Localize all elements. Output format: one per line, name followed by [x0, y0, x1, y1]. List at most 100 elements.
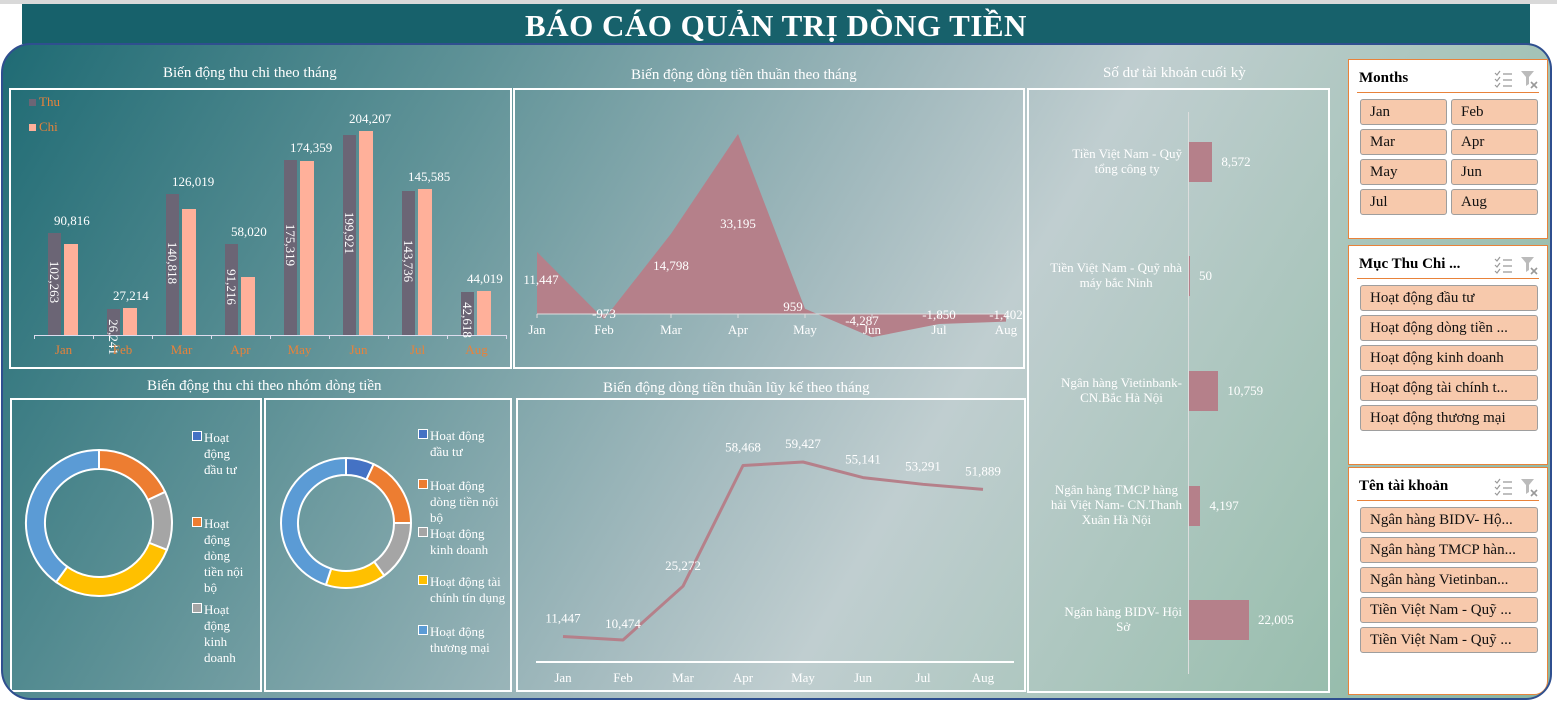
- data-label-chi: 44,019: [467, 270, 503, 286]
- legend-item[interactable]: Hoạt động kinh doanh: [418, 526, 488, 558]
- data-label: 58,468: [725, 439, 761, 454]
- bar-thu[interactable]: [48, 232, 61, 335]
- bar-thu[interactable]: [107, 308, 120, 335]
- bar-thu[interactable]: [343, 135, 356, 335]
- slicer-item-aug[interactable]: Aug: [1451, 189, 1538, 215]
- x-axis-label: Jun: [349, 342, 368, 357]
- bar-thu[interactable]: [225, 243, 238, 335]
- x-axis-label: Mar: [170, 342, 193, 357]
- data-label: 10,759: [1227, 383, 1264, 398]
- legend-item[interactable]: Hoạt động đầu tư: [192, 430, 237, 478]
- x-axis-label: Jan: [54, 342, 73, 357]
- donut-slice[interactable]: [98, 448, 167, 502]
- category-label: Ngân hàng Vietinbank- CN.Bắc Hà Nội: [1060, 375, 1182, 405]
- slicer-muc-thu-chi: Mục Thu Chi ... Hoạt động đầu tư Hoạt độn…: [1348, 245, 1548, 465]
- chart-balance[interactable]: 8,572 Tiền Việt Nam - Quỹ tổng công ty 50 Ti…: [1027, 88, 1330, 693]
- bar-thu[interactable]: [284, 159, 297, 335]
- slicer-ten-tai-khoan: Tên tài khoản Ngân hàng BIDV- Hộ... Ngân …: [1348, 467, 1548, 695]
- legend-item[interactable]: Hoạt động kinh doanh: [192, 602, 236, 666]
- bar-chi[interactable]: [300, 160, 314, 335]
- slicer-item[interactable]: Tiền Việt Nam - Quỹ ...: [1360, 597, 1538, 623]
- slicer-item[interactable]: Hoạt động đầu tư: [1360, 285, 1538, 311]
- data-label-thu: 143,736: [401, 240, 416, 283]
- data-label: -1,850: [922, 307, 956, 322]
- bar-chi[interactable]: [64, 244, 78, 335]
- chart-net-monthly[interactable]: 11,447 Jan -973 Feb 14,798 Mar 33,195 Apr 959 May…: [513, 88, 1025, 369]
- legend-item[interactable]: Hoạt động tài chính tín dụng: [418, 574, 505, 606]
- category-label: Ngân hàng BIDV- Hội Sở: [1064, 604, 1182, 634]
- balance-bar[interactable]: [1189, 600, 1249, 640]
- slicer-item-apr[interactable]: Apr: [1451, 129, 1538, 155]
- bar-chi[interactable]: [418, 189, 432, 335]
- x-axis-label: Apr: [728, 322, 749, 337]
- donut-thu: [25, 448, 173, 597]
- chart-cumulative[interactable]: 11,447 Jan 10,474 Feb 25,272 Mar 58,468 Apr 59,4…: [516, 398, 1026, 692]
- slicer-item[interactable]: Hoạt động kinh doanh: [1360, 345, 1538, 371]
- slicer-item[interactable]: Ngân hàng BIDV- Hộ...: [1360, 507, 1538, 533]
- balance-bar[interactable]: [1189, 486, 1201, 526]
- data-label: 11,447: [545, 610, 581, 625]
- balance-bar[interactable]: [1189, 142, 1213, 182]
- legend-item[interactable]: Hoạt động thương mại: [418, 624, 490, 656]
- donut-slice[interactable]: [280, 456, 347, 587]
- slicer-item-jul[interactable]: Jul: [1360, 189, 1447, 215]
- legend-item[interactable]: Hoạt động đầu tư: [418, 428, 485, 460]
- slicer-item-feb[interactable]: Feb: [1451, 99, 1538, 125]
- bar-thu[interactable]: [461, 292, 474, 335]
- slicer-item[interactable]: Hoạt động tài chính t...: [1360, 375, 1538, 401]
- donut-slice[interactable]: [324, 560, 386, 589]
- multi-select-icon[interactable]: [1493, 255, 1513, 275]
- donut-slice[interactable]: [365, 462, 413, 524]
- slicer-item-mar[interactable]: Mar: [1360, 129, 1447, 155]
- legend-item-thu: Thu: [29, 94, 60, 110]
- cumulative-line[interactable]: [562, 460, 984, 642]
- category-label: Tiền Việt Nam - Quỹ nhà máy bắc Ninh: [1050, 260, 1182, 290]
- slicer-item[interactable]: Ngân hàng TMCP hàn...: [1360, 537, 1538, 563]
- legend-item[interactable]: Hoạt động dòng tiền nội bộ: [192, 516, 243, 596]
- donut-slice[interactable]: [146, 490, 173, 552]
- report-title: BÁO CÁO QUẢN TRỊ DÒNG TIỀN: [22, 4, 1530, 44]
- bar-chi[interactable]: [123, 307, 137, 335]
- slicer-item-jun[interactable]: Jun: [1451, 159, 1538, 185]
- slicer-months: Months Jan Feb Mar Apr May Jun Jul Aug: [1348, 59, 1548, 239]
- legend-swatch: [418, 527, 428, 537]
- x-axis-label: Jul: [409, 342, 426, 357]
- multi-select-icon[interactable]: [1493, 477, 1513, 497]
- data-label: 959: [783, 299, 803, 314]
- legend-item[interactable]: Hoạt động dòng tiền nội bộ: [418, 478, 499, 526]
- clear-filter-icon[interactable]: [1519, 477, 1539, 497]
- donut-slice[interactable]: [54, 541, 169, 597]
- net-area[interactable]: [537, 134, 1006, 338]
- chart-group-thu[interactable]: Hoạt động đầu tư Hoạt động dòng tiền nội bộ Hoạt…: [10, 398, 262, 692]
- bar-thu[interactable]: [166, 194, 179, 335]
- data-label-chi: 90,816: [54, 212, 90, 228]
- slicer-item[interactable]: Tiền Việt Nam - Quỹ ...: [1360, 627, 1538, 653]
- bar-chi[interactable]: [359, 130, 373, 335]
- balance-bar[interactable]: [1189, 256, 1190, 296]
- slicer-item[interactable]: Hoạt động dòng tiền ...: [1360, 315, 1538, 341]
- x-axis-label: Mar: [672, 670, 694, 685]
- slicer-item[interactable]: Ngân hàng Vietinban...: [1360, 567, 1538, 593]
- clear-filter-icon[interactable]: [1519, 69, 1539, 89]
- bar-chi[interactable]: [182, 208, 196, 335]
- donut-slice[interactable]: [25, 448, 100, 584]
- bar-chi[interactable]: [241, 276, 255, 335]
- slicer-item[interactable]: Hoạt động thương mại: [1360, 405, 1538, 431]
- x-axis-label: Jun: [863, 322, 882, 337]
- donut-slice[interactable]: [372, 522, 413, 577]
- data-label-thu: 175,319: [283, 224, 298, 267]
- legend-swatch: [192, 431, 202, 441]
- x-axis-tick: [506, 335, 507, 339]
- bar-chi[interactable]: [477, 290, 491, 335]
- legend-swatch: [29, 99, 36, 106]
- clear-filter-icon[interactable]: [1519, 255, 1539, 275]
- bar-thu[interactable]: [402, 191, 415, 335]
- x-axis-label: Jul: [915, 670, 931, 685]
- slicer-item-jan[interactable]: Jan: [1360, 99, 1447, 125]
- cumulative-line-plot: 11,447 Jan 10,474 Feb 25,272 Mar 58,468 Apr 59,4…: [536, 436, 1014, 685]
- chart-thu-chi[interactable]: Thu Chi 102,263 90,816 Jan 26,241 27,214 Feb 140…: [9, 88, 512, 369]
- chart-group-chi[interactable]: Hoạt động đầu tư Hoạt động dòng tiền nội bộ H…: [264, 398, 512, 692]
- multi-select-icon[interactable]: [1493, 69, 1513, 89]
- balance-bar[interactable]: [1189, 371, 1219, 411]
- slicer-item-may[interactable]: May: [1360, 159, 1447, 185]
